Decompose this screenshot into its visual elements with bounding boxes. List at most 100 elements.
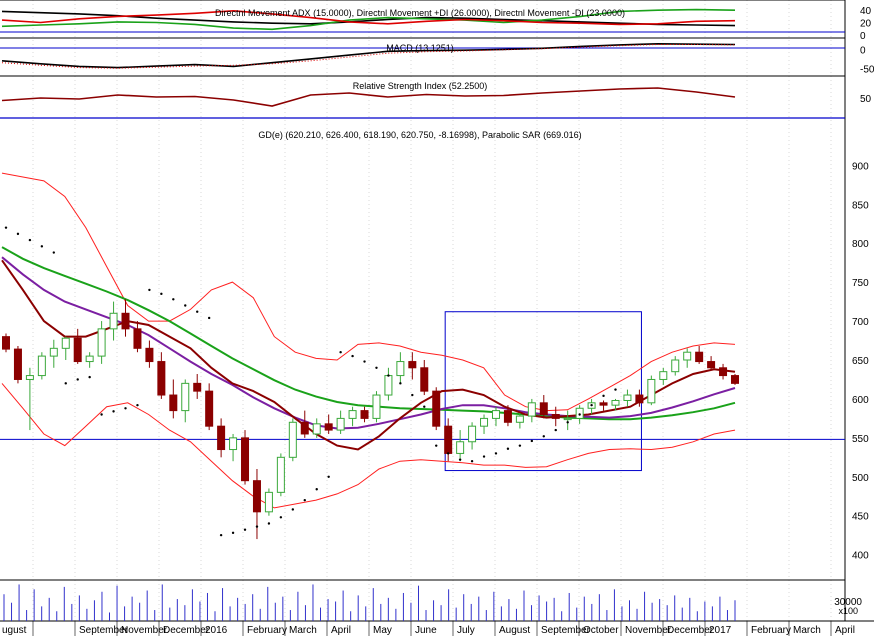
x-axis-label: March (289, 625, 317, 636)
price-tick-label: 450 (852, 512, 869, 523)
sar-point (255, 525, 259, 528)
candle-body (444, 425, 453, 454)
candle-body (551, 414, 560, 419)
sar-point (578, 413, 581, 416)
price-tick-label: 800 (852, 239, 869, 250)
highlight-box (444, 311, 642, 472)
bollinger-lower-line (1, 383, 736, 509)
candle-body (133, 328, 142, 349)
sar-point (88, 375, 91, 379)
candle-body (85, 355, 94, 363)
x-axis-label: 2017 (709, 625, 732, 636)
x-axis-label: October (583, 625, 619, 636)
price-tick-label: 700 (852, 317, 869, 328)
sar-point (411, 393, 414, 397)
x-axis-label: June (415, 625, 437, 636)
x-axis-label: November (121, 625, 168, 636)
sar-point (219, 533, 223, 537)
candle-body (515, 415, 524, 423)
sar-point (566, 421, 569, 424)
candle-body (324, 423, 333, 431)
price-tick-label: 850 (852, 200, 869, 211)
rsi-panel (0, 87, 845, 119)
candle-body (169, 394, 178, 412)
axes: 402000-505090085080075070065060055050045… (2, 6, 874, 636)
sar-point (207, 316, 211, 320)
candle-body (61, 337, 70, 349)
candle-body (635, 394, 644, 404)
candle-body (97, 328, 106, 357)
candle-body (420, 367, 429, 392)
sar-point (64, 382, 67, 385)
candle-body (2, 336, 10, 350)
dmi-panel (0, 8, 845, 33)
moving-average-slow-line (1, 246, 736, 421)
rsi-line (1, 87, 736, 107)
sar-point (243, 528, 247, 531)
candle-body (336, 417, 345, 431)
x-axis-label: 2016 (205, 625, 228, 636)
candle-body (731, 375, 739, 384)
price-tick-label: 400 (852, 551, 869, 562)
candle-body (193, 382, 202, 392)
sar-point (446, 452, 450, 455)
dmi-tick-label: 40 (860, 6, 872, 17)
candle-body (468, 425, 477, 443)
x-axis-label: ugust (2, 625, 27, 636)
price-tick-label: 600 (852, 395, 869, 406)
candle-body (109, 312, 118, 330)
volume-unit-label: x100 (838, 606, 858, 616)
candle-body (719, 367, 728, 377)
sar-point (315, 488, 318, 491)
macd-title: MACD (13.1251) (386, 43, 454, 53)
candle-body (659, 371, 668, 380)
x-axis-label: April (835, 625, 855, 636)
candle-body (205, 390, 214, 427)
moving-average-mid-line (1, 256, 736, 430)
candle-body (360, 410, 369, 419)
volume-panel (3, 584, 736, 621)
sar-point (231, 531, 235, 535)
minus-di-line (1, 9, 736, 26)
sar-point (40, 245, 44, 248)
candle-body (695, 351, 704, 363)
sar-point (518, 444, 522, 447)
candle-body (647, 378, 656, 404)
sar-point (52, 251, 56, 254)
sar-point (542, 435, 545, 438)
x-axis-label: May (373, 625, 392, 636)
sar-point (160, 292, 163, 296)
sar-point (303, 498, 306, 502)
sar-point (530, 439, 534, 443)
sar-point (124, 407, 127, 410)
plus-di-line (1, 8, 736, 31)
candle-body (456, 441, 465, 454)
sar-point (554, 428, 557, 432)
sar-point (148, 288, 151, 292)
x-axis-label: February (247, 625, 287, 636)
sar-point (76, 378, 79, 381)
sar-point (482, 455, 486, 458)
candle-body (300, 421, 309, 435)
x-axis-label: December (163, 625, 210, 636)
candle-body (563, 417, 572, 421)
candle-body (384, 375, 393, 396)
candle-body (312, 423, 321, 435)
candle-body (121, 312, 130, 330)
price-tick-label: 650 (852, 356, 869, 367)
candle-body (13, 348, 22, 380)
x-axis-label: February (751, 625, 791, 636)
sar-point (399, 382, 402, 385)
x-axis-label: September (541, 625, 591, 636)
candle-body (252, 480, 261, 513)
x-axis-label: November (625, 625, 672, 636)
macd-tick-label: 0 (860, 45, 866, 56)
candle-body (503, 410, 512, 423)
sar-point (351, 354, 354, 358)
candle-body (671, 359, 680, 373)
candle-body (229, 437, 238, 451)
candle-body (145, 347, 154, 363)
sar-point (363, 360, 366, 363)
